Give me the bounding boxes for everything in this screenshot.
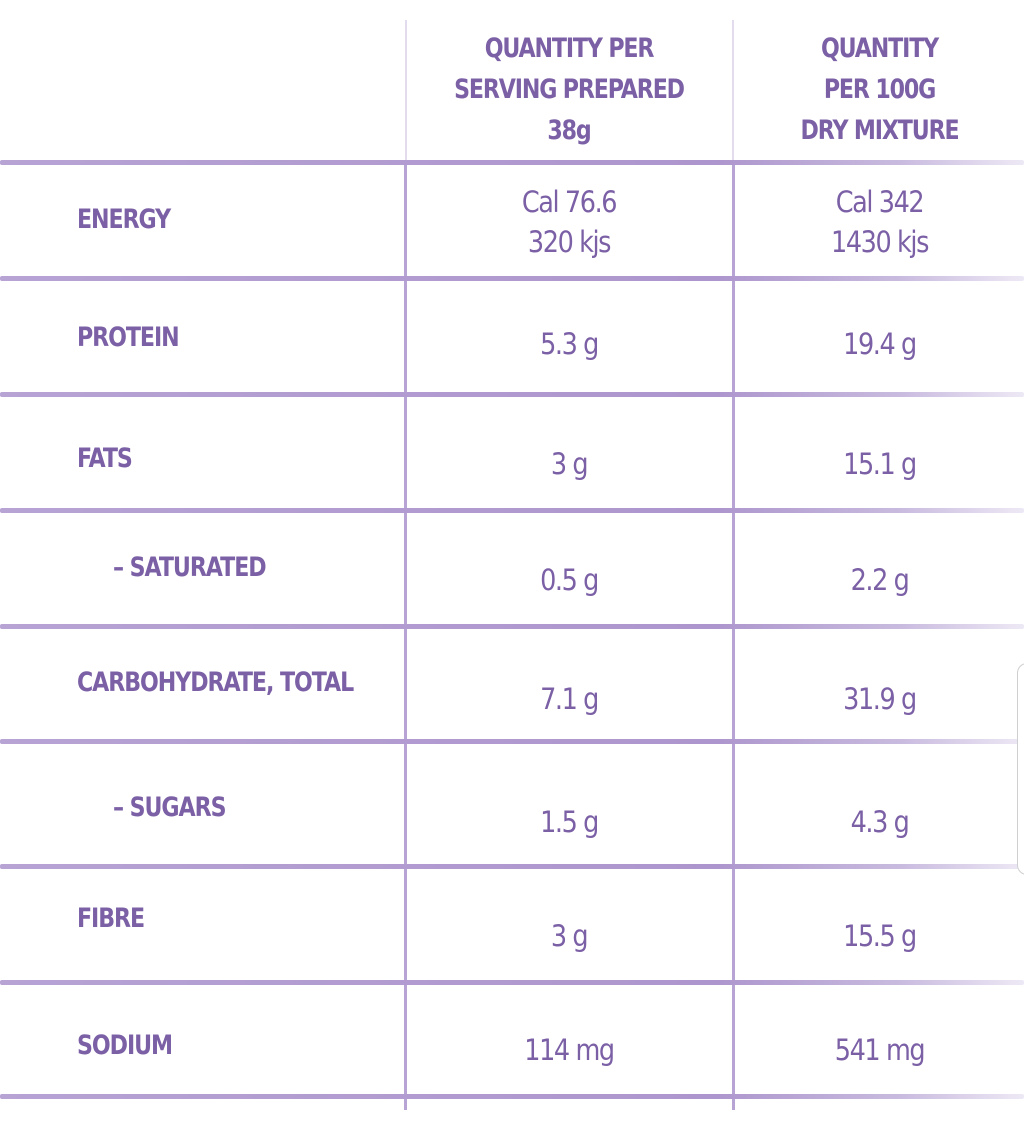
cell-carbohydrate-per-100g: 31.9 g [843,682,917,716]
column-divider-header-2 [732,20,734,162]
cell-sugars-per-100g: 4.3 g [850,805,910,839]
cell-saturated-per-100g: 2.2 g [850,563,910,597]
cell-fats-per-100g: 15.1 g [843,447,917,481]
cell-protein-per-serving: 5.3 g [540,327,599,361]
row-divider [0,276,1024,281]
header-line: DRY MIXTURE [800,115,960,146]
cell-line: 1430 kjs [831,225,929,259]
header-line: 38g [547,115,591,146]
column-divider-2 [732,160,735,1110]
header-line: QUANTITY PER [484,33,655,64]
cell-line: Cal 76.6 [521,185,618,219]
row-divider [0,980,1024,985]
row-divider [0,739,1024,744]
row-label-energy: ENERGY [77,204,171,235]
row-label-protein: PROTEIN [77,322,180,353]
cell-fats-per-serving: 3 g [550,447,589,481]
cell-fibre-per-100g: 15.5 g [843,919,917,953]
row-divider [0,624,1024,629]
row-divider [0,1094,1024,1099]
column-divider-1 [404,160,407,1110]
column-divider-header-1 [405,20,407,162]
row-label-carbohydrate: CARBOHYDRATE, TOTAL [77,667,354,698]
header-per-100g: QUANTITY PER 100G DRY MIXTURE [761,28,998,151]
header-line: SERVING PREPARED [454,74,685,105]
row-label-fibre: FIBRE [77,903,145,934]
row-divider [0,864,1024,869]
header-line: QUANTITY [820,33,939,64]
cell-sodium-per-serving: 114 mg [524,1033,615,1067]
cell-energy-per-100g: Cal 342 1430 kjs [752,182,1006,262]
row-divider [0,160,1024,165]
row-label-fats: FATS [77,443,133,474]
cell-saturated-per-serving: 0.5 g [540,563,599,597]
cell-sodium-per-100g: 541 mg [834,1033,926,1067]
header-line: PER 100G [823,74,936,105]
cell-protein-per-100g: 19.4 g [843,327,917,361]
header-per-serving: QUANTITY PER SERVING PREPARED 38g [435,28,702,151]
row-divider [0,392,1024,397]
cell-fibre-per-serving: 3 g [550,919,589,953]
edge-panel-handle[interactable] [1017,663,1024,875]
cell-energy-per-serving: Cal 76.6 320 kjs [426,182,713,262]
row-label-saturated: – SATURATED [113,552,267,583]
cell-carbohydrate-per-serving: 7.1 g [540,682,599,716]
cell-line: Cal 342 [835,185,925,219]
cell-line: 320 kjs [527,225,612,259]
cell-sugars-per-serving: 1.5 g [540,805,599,839]
row-label-sugars: – SUGARS [113,792,227,823]
row-label-sodium: SODIUM [77,1030,173,1061]
row-divider [0,508,1024,513]
